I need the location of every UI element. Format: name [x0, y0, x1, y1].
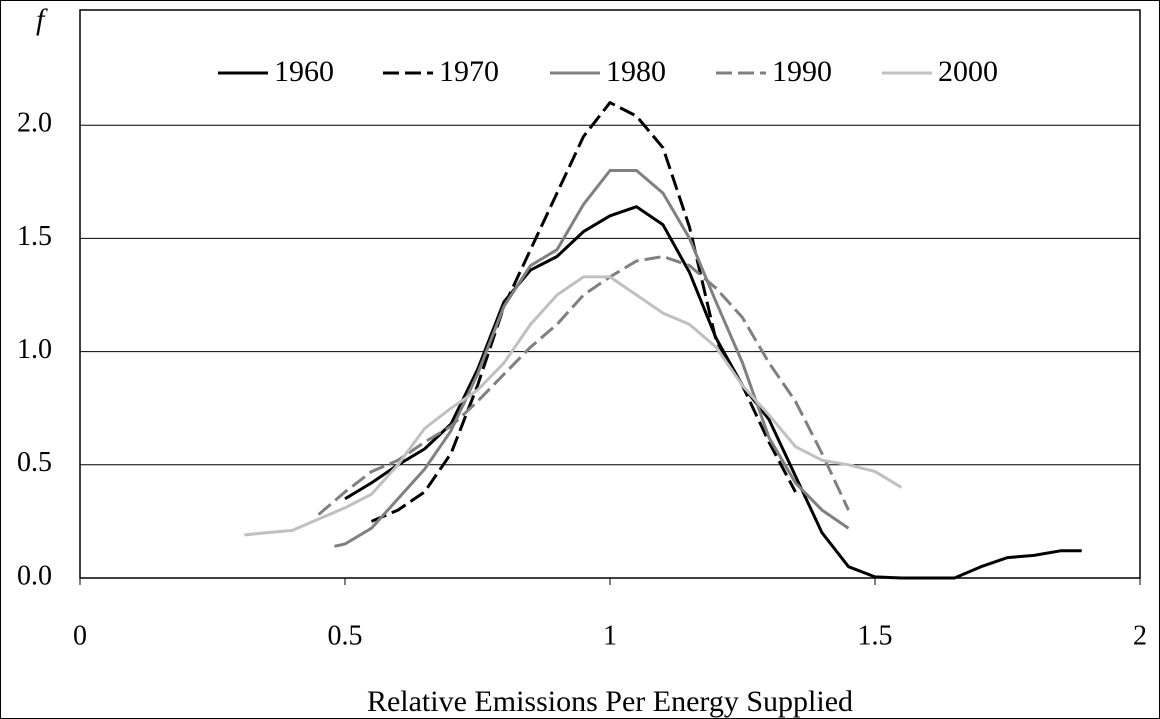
x-tick-label: 1 [603, 620, 617, 651]
x-tick-label: 0 [73, 620, 87, 651]
x-tick-label: 1.5 [858, 620, 893, 651]
series-line [317, 255, 850, 516]
y-tick-label: 0.5 [17, 447, 52, 478]
x-axis-label: Relative Emissions Per Energy Supplied [367, 685, 853, 718]
legend-label: 1960 [274, 55, 334, 88]
y-tick-label: 2.0 [17, 108, 52, 139]
series-line [334, 169, 850, 548]
y-tick-label: 1.0 [17, 334, 52, 365]
series-line [370, 101, 797, 523]
legend-label: 1970 [439, 55, 499, 88]
x-tick-label: 0.5 [328, 620, 363, 651]
y-tick-label: 1.5 [17, 221, 52, 252]
legend-label: 1980 [606, 55, 666, 88]
x-tick-label: 2 [1133, 620, 1147, 651]
legend-label: 2000 [938, 55, 998, 88]
series-line [244, 275, 903, 537]
y-tick-label: 0.0 [17, 560, 52, 591]
legend-label: 1990 [772, 55, 832, 88]
